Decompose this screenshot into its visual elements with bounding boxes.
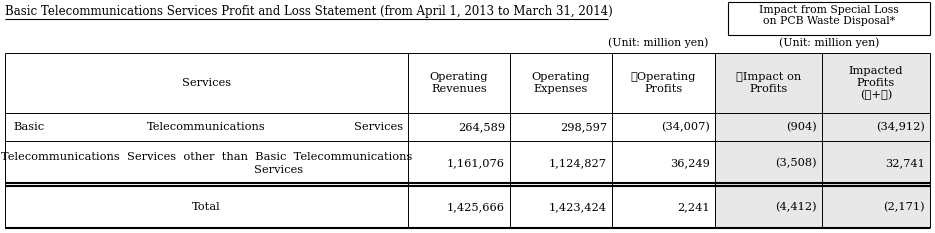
Text: (3,508): (3,508) bbox=[775, 158, 817, 169]
Text: (4,412): (4,412) bbox=[775, 202, 817, 212]
Text: 2,241: 2,241 bbox=[677, 202, 710, 212]
Text: (Unit: million yen): (Unit: million yen) bbox=[779, 38, 879, 48]
Text: (34,007): (34,007) bbox=[661, 122, 710, 132]
Text: 1,124,827: 1,124,827 bbox=[549, 158, 607, 168]
Text: Impact from Special Loss: Impact from Special Loss bbox=[759, 5, 899, 15]
Text: ②Impact on
Profits: ②Impact on Profits bbox=[736, 72, 801, 94]
Text: Services: Services bbox=[353, 122, 403, 132]
Text: Operating
Expenses: Operating Expenses bbox=[532, 72, 590, 94]
Text: (904): (904) bbox=[786, 122, 817, 132]
Text: Total: Total bbox=[193, 202, 221, 212]
Text: (2,171): (2,171) bbox=[884, 202, 925, 212]
Text: 1,161,076: 1,161,076 bbox=[447, 158, 505, 168]
Text: Operating
Revenues: Operating Revenues bbox=[430, 72, 488, 94]
Text: Telecommunications: Telecommunications bbox=[147, 122, 266, 132]
Text: Telecommunications  Services  other  than  Basic  Telecommunications
           : Telecommunications Services other than B… bbox=[1, 152, 412, 175]
Text: 298,597: 298,597 bbox=[560, 122, 607, 132]
Text: (34,912): (34,912) bbox=[876, 122, 925, 132]
Text: Impacted
Profits
(①+②): Impacted Profits (①+②) bbox=[849, 66, 903, 100]
Text: Basic Telecommunications Services Profit and Loss Statement (from April 1, 2013 : Basic Telecommunications Services Profit… bbox=[5, 4, 612, 17]
Text: 264,589: 264,589 bbox=[458, 122, 505, 132]
Text: Basic: Basic bbox=[13, 122, 44, 132]
Text: 1,425,666: 1,425,666 bbox=[447, 202, 505, 212]
Text: on PCB Waste Disposal*: on PCB Waste Disposal* bbox=[763, 16, 895, 26]
Text: Services: Services bbox=[182, 78, 231, 88]
Bar bbox=[715, 53, 930, 228]
Text: (Unit: million yen): (Unit: million yen) bbox=[608, 38, 708, 48]
Text: 1,423,424: 1,423,424 bbox=[549, 202, 607, 212]
Text: ①Operating
Profits: ①Operating Profits bbox=[631, 72, 697, 94]
Text: 32,741: 32,741 bbox=[885, 158, 925, 168]
Text: 36,249: 36,249 bbox=[670, 158, 710, 168]
